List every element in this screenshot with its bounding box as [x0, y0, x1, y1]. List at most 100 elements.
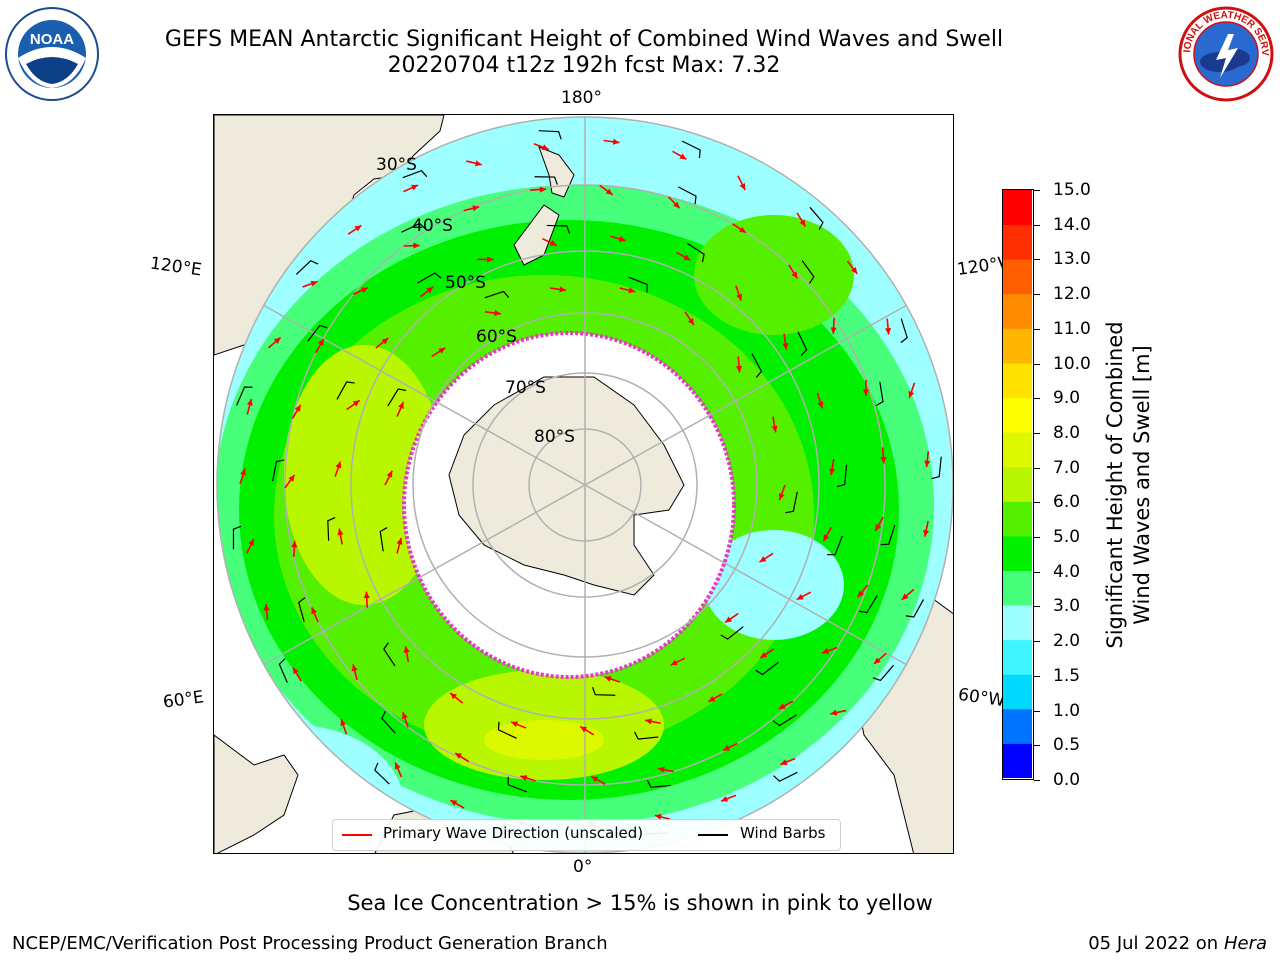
wave-direction-arrowhead — [317, 338, 324, 346]
colorbar-swatch — [1003, 674, 1032, 710]
wind-barb — [628, 276, 648, 293]
wind-barb — [402, 169, 428, 179]
wind-barb — [534, 176, 558, 185]
wave-direction-arrowhead — [472, 205, 480, 212]
wave-direction-legend-swatch — [342, 834, 372, 836]
sea-ice-caption: Sea Ice Concentration > 15% is shown in … — [347, 891, 933, 915]
colorbar-swatch — [1003, 432, 1032, 468]
wave-direction-arrowhead — [822, 648, 830, 654]
wave-direction-arrowhead — [880, 456, 887, 464]
wave-direction-arrowhead — [875, 524, 882, 531]
map-canvas: 30°S 40°S 50°S 60°S 70°S 80°S — [214, 115, 953, 853]
wind-barb-legend-label: Wind Barbs — [740, 824, 826, 842]
wave-direction-arrowhead — [780, 759, 788, 765]
wind-barb — [336, 381, 355, 400]
wave-direction-arrowhead — [386, 470, 393, 478]
wave-direction-arrowhead — [549, 240, 557, 246]
land-antarctica — [448, 376, 685, 596]
wave-direction-arrowhead — [398, 401, 404, 409]
wave-direction-arrowhead — [335, 461, 342, 469]
wave-direction-arrowhead — [273, 337, 281, 344]
wave-direction-arrowhead — [288, 474, 295, 482]
colorbar-tick-label: 10.0 — [1053, 353, 1091, 374]
wave-direction-arrowhead — [721, 796, 729, 802]
wave-direction-arrowhead — [738, 226, 746, 233]
colorbar-tick-mark — [1034, 675, 1040, 677]
nws-logo: ★ NATIONAL WEATHER SERVICE ★ — [1176, 4, 1274, 102]
wave-direction-arrowhead — [796, 593, 804, 600]
colorbar-tick-label: 1.0 — [1053, 700, 1081, 721]
wave-direction-arrowhead — [248, 538, 254, 546]
wave-direction-arrowhead — [361, 287, 369, 294]
wave-direction-arrowhead — [924, 460, 931, 468]
lat-label-60s: 60°S — [476, 327, 517, 347]
colorbar-tick-mark — [1034, 328, 1040, 330]
wave-direction-arrowhead — [450, 692, 457, 700]
wind-barb — [236, 386, 253, 406]
wave-direction-arrowhead — [829, 468, 836, 476]
colorbar-tick-mark — [1034, 190, 1040, 191]
wind-barb — [773, 771, 798, 782]
wave-direction-arrowhead — [708, 696, 716, 702]
wind-barb — [720, 626, 744, 640]
credit-date: 05 Jul 2022 on — [1088, 933, 1224, 954]
wind-barb — [880, 524, 896, 546]
wind-barb — [379, 527, 388, 552]
colorbar-tick-label: 8.0 — [1053, 422, 1081, 443]
colorbar-tick-mark — [1034, 710, 1040, 712]
wave-direction-arrowhead — [830, 327, 837, 334]
graticule — [217, 117, 953, 853]
credit-host: Hera — [1223, 933, 1267, 954]
wind-barb — [298, 597, 306, 622]
wave-direction-arrowhead — [403, 646, 410, 653]
colorbar-tick-label: 12.0 — [1053, 284, 1091, 305]
wave-direction-arrowhead — [311, 607, 318, 615]
noaa-logo-text: NOAA — [30, 31, 74, 48]
wind-barb — [686, 242, 705, 263]
colorbar-swatch — [1003, 362, 1032, 399]
wave-direction-arrowhead — [687, 318, 694, 326]
colorbar-swatch — [1003, 570, 1032, 606]
wave-direction-arrowhead — [240, 468, 246, 476]
wind-barb — [546, 224, 571, 234]
wave-direction-arrowhead — [246, 398, 253, 406]
land-madagascar-area — [214, 734, 299, 853]
wind-barb — [417, 272, 442, 284]
wave-direction-arrowhead — [908, 390, 915, 398]
wind-barb — [383, 642, 396, 667]
wave-direction-arrowhead — [679, 153, 687, 160]
wind-barb — [872, 664, 894, 682]
wave-band-6to7-west — [284, 345, 444, 605]
wave-band-calm-drake — [704, 530, 844, 640]
wave-direction-arrowhead — [670, 659, 678, 666]
colorbar-tick-label: 11.0 — [1053, 318, 1091, 339]
colorbar-swatch — [1003, 190, 1032, 226]
colorbar-tick-mark — [1034, 294, 1040, 296]
wave-direction-arrowhead — [340, 719, 347, 727]
wave-direction-arrowhead — [310, 280, 318, 287]
colorbar-tick-mark — [1034, 606, 1040, 608]
wave-band-5to6-north — [694, 215, 854, 335]
wind-barb — [295, 259, 319, 275]
wave-direction-arrowhead — [723, 745, 731, 751]
wave-direction-arrowhead — [799, 219, 806, 227]
wave-direction-arrowhead — [474, 160, 482, 167]
wave-direction-arrowhead — [645, 718, 652, 725]
credit-left: NCEP/EMC/Verification Post Processing Pr… — [12, 933, 608, 954]
colorbar-tick-label: 6.0 — [1053, 492, 1081, 513]
wave-direction-arrowhead — [487, 256, 494, 263]
lat-label-70s: 70°S — [505, 378, 546, 398]
wind-barb — [497, 721, 517, 739]
wave-direction-arrowhead — [396, 537, 403, 545]
colorbar-swatch — [1003, 535, 1032, 571]
wave-direction-arrowhead — [739, 183, 746, 191]
colorbar-tick-label: 14.0 — [1053, 214, 1091, 235]
wave-direction-arrowhead — [778, 493, 785, 501]
lon-label-0: 0° — [573, 857, 593, 877]
wind-barb — [401, 222, 426, 233]
wave-direction-arrowhead — [438, 347, 446, 354]
wave-direction-arrowhead — [363, 591, 370, 599]
wave-direction-arrowhead — [411, 184, 419, 191]
antarctic-region — [402, 331, 736, 679]
colorbar-label-line1: Significant Height of Combined — [1103, 321, 1127, 649]
